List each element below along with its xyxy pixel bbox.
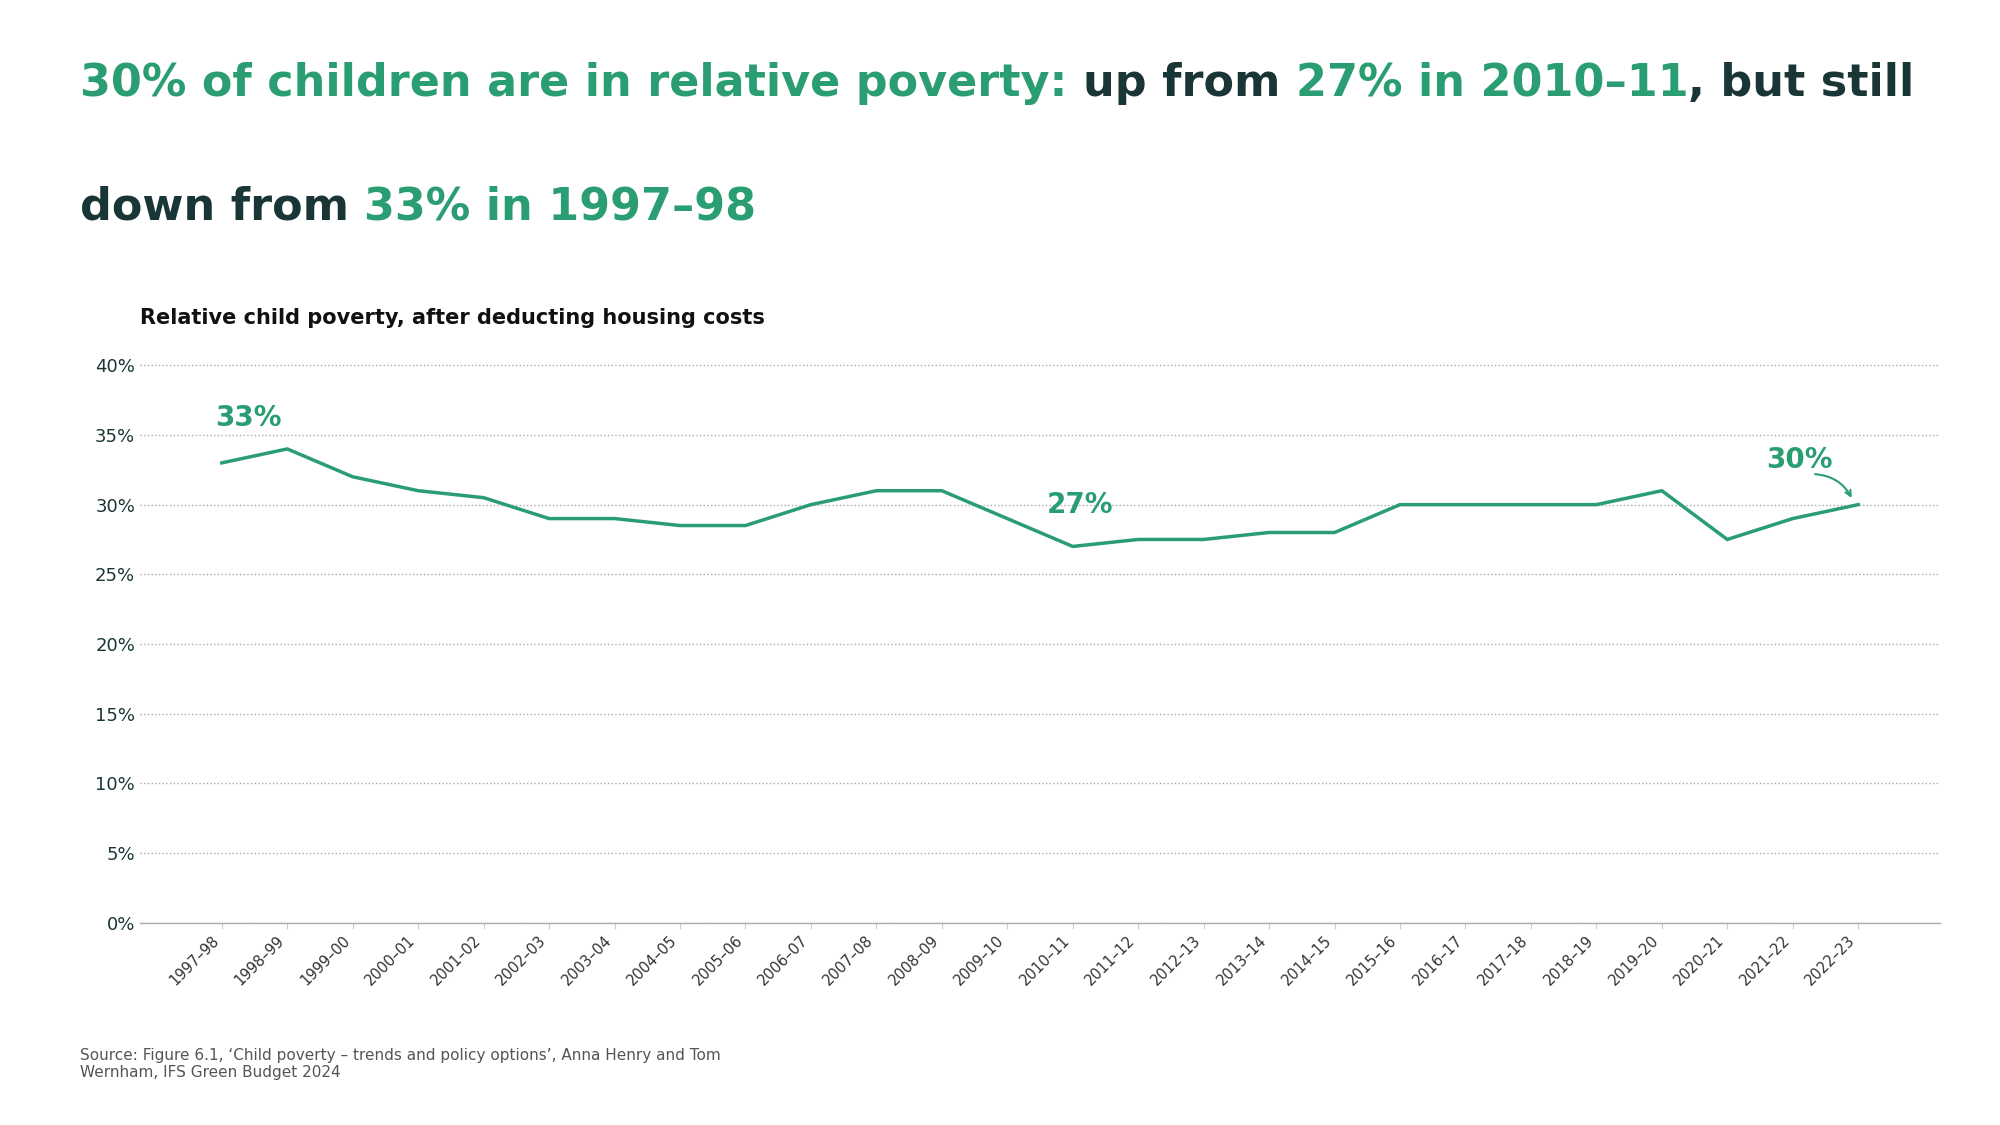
Text: Relative child poverty, after deducting housing costs: Relative child poverty, after deducting … (140, 307, 764, 327)
Text: 33%: 33% (216, 404, 282, 432)
Text: up from: up from (1082, 62, 1296, 105)
Text: 33% in 1997–98: 33% in 1997–98 (364, 186, 756, 228)
Text: 27% in 2010–11: 27% in 2010–11 (1296, 62, 1688, 105)
Text: Source: Figure 6.1, ‘Child poverty – trends and policy options’, Anna Henry and : Source: Figure 6.1, ‘Child poverty – tre… (80, 1047, 720, 1080)
Text: 27%: 27% (1046, 490, 1114, 519)
Text: , but still: , but still (1688, 62, 1914, 105)
Text: down from: down from (80, 186, 364, 228)
Text: 30%: 30% (1766, 446, 1834, 474)
Text: 30% of children are in relative poverty:: 30% of children are in relative poverty: (80, 62, 1082, 105)
